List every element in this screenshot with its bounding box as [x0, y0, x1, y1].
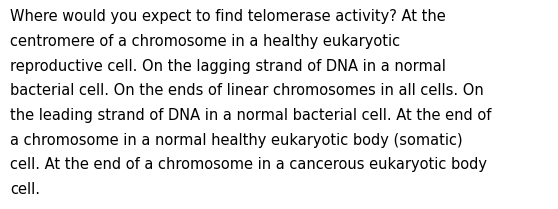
Text: the leading strand of DNA in a normal bacterial cell. At the end of: the leading strand of DNA in a normal ba…: [10, 108, 492, 123]
Text: centromere of a chromosome in a healthy eukaryotic: centromere of a chromosome in a healthy …: [10, 34, 400, 49]
Text: cell. At the end of a chromosome in a cancerous eukaryotic body: cell. At the end of a chromosome in a ca…: [10, 157, 487, 172]
Text: reproductive cell. On the lagging strand of DNA in a normal: reproductive cell. On the lagging strand…: [10, 59, 446, 74]
Text: bacterial cell. On the ends of linear chromosomes in all cells. On: bacterial cell. On the ends of linear ch…: [10, 83, 484, 98]
Text: cell.: cell.: [10, 182, 40, 197]
Text: a chromosome in a normal healthy eukaryotic body (somatic): a chromosome in a normal healthy eukaryo…: [10, 133, 463, 148]
Text: Where would you expect to find telomerase activity? At the: Where would you expect to find telomeras…: [10, 9, 446, 24]
